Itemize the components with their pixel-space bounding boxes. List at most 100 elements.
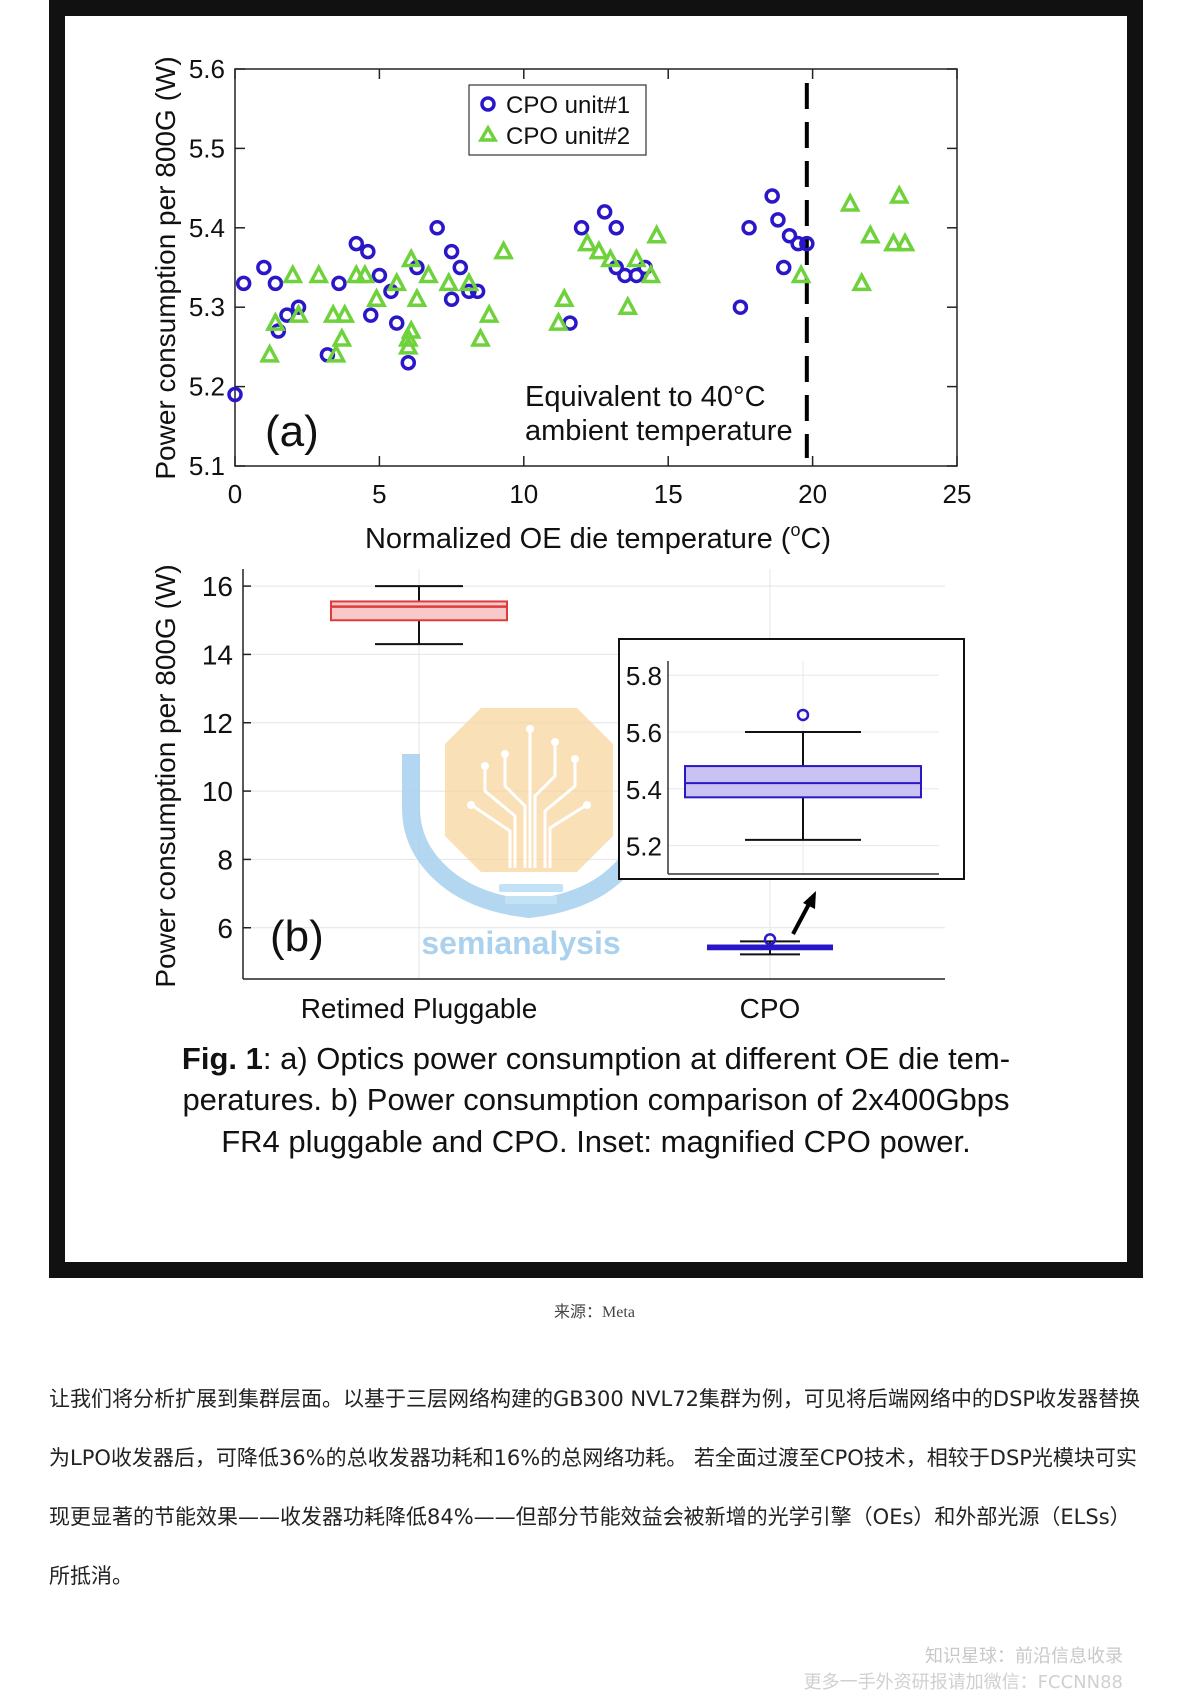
y-tick-label: 5.3 — [189, 292, 225, 322]
y-tick-label: 6 — [217, 913, 233, 944]
scatter-point-unit1 — [608, 220, 624, 236]
category-label: CPO — [740, 993, 801, 1024]
y-tick-label: 5.2 — [189, 372, 225, 402]
scatter-point-unit1 — [348, 235, 365, 252]
scatter-point-unit2 — [418, 263, 439, 284]
article-paragraph: 让我们将分析扩展到集群层面。以基于三层网络构建的GB300 NVL72集群为例，… — [49, 1387, 1141, 1588]
scatter-point-unit2 — [354, 263, 376, 284]
inset-box-iqr — [684, 765, 922, 799]
panel-b-category-labels: Retimed Pluggable CPO — [301, 993, 801, 1024]
box-outlier — [763, 933, 777, 946]
scatter-point-unit1 — [596, 204, 613, 220]
annotation-line-2: ambient temperature — [525, 415, 793, 447]
logo-circuit-tree-icon — [472, 731, 586, 868]
scatter-point-unit2 — [366, 287, 387, 308]
x-tick-label: 25 — [943, 479, 972, 509]
scatter-point-unit2 — [883, 231, 904, 252]
figure-frame: 5.1 5.2 5.3 5.4 5.5 5.6 0 5 10 15 20 25 CPO unit#1… — [49, 0, 1143, 1278]
scatter-point-unit2 — [265, 311, 286, 331]
inset-y-tick-label: 5.2 — [626, 832, 662, 862]
panel-b-label: (b) — [270, 912, 324, 961]
scatter-point-unit2 — [493, 239, 515, 260]
panel-a-y-axis-label: Power consumption per 800G (W) — [150, 56, 181, 479]
scatter-point-unit1 — [443, 243, 460, 260]
legend-triangle-marker — [477, 124, 499, 142]
scatter-point-unit2 — [386, 271, 408, 292]
logo-bulb-band-1 — [499, 884, 563, 892]
panel-a-label: (a) — [265, 407, 319, 456]
y-tick-label: 14 — [202, 639, 233, 670]
scatter-point-unit2 — [406, 287, 428, 308]
scatter-point-unit2 — [548, 311, 569, 331]
scatter-point-unit1 — [775, 259, 792, 276]
inset-plot: 5.2 5.4 5.6 5.8 — [626, 661, 939, 874]
scatter-point-unit1 — [443, 291, 460, 308]
scatter-point-unit1 — [371, 267, 388, 284]
scatter-point-unit1 — [235, 275, 252, 292]
scatter-point-unit2 — [308, 263, 330, 284]
scatter-point-unit2 — [851, 271, 873, 292]
panel-b-boxes — [330, 585, 833, 956]
y-tick-label: 5.5 — [189, 133, 225, 163]
y-tick-label: 12 — [202, 708, 233, 739]
scatter-point-unit2 — [553, 287, 575, 308]
y-tick-label: 5.1 — [189, 451, 225, 481]
panel-a-x-axis-label: Normalized OE die temperature (oC) — [365, 520, 831, 555]
scatter-point-unit2 — [282, 263, 304, 284]
y-tick-label: 8 — [217, 844, 233, 875]
footer-watermark-2: 更多一手外资研报请加微信：FCCNN88 — [803, 1672, 1123, 1693]
scatter-point-unit2 — [839, 192, 861, 212]
scatter-point-unit2 — [322, 303, 344, 323]
scatter-point-unit1 — [400, 355, 417, 371]
x-tick-label: 15 — [654, 479, 683, 509]
panel-b-y-axis-label: Power consumption per 800G (W) — [150, 564, 181, 987]
inset-outlier — [796, 708, 810, 722]
scatter-point-unit1 — [469, 283, 486, 300]
legend-label-unit2: CPO unit#2 — [506, 123, 630, 150]
inset-pointer-arrow-icon — [791, 891, 816, 935]
scatter-point-unit2 — [617, 295, 639, 315]
scatter-point-unit2 — [894, 231, 916, 252]
panel-b-boxplot: 6 8 10 12 14 16 Retimed Pluggable CPO — [150, 564, 965, 1024]
scatter-point-unit1 — [267, 275, 284, 292]
semianalysis-wordmark: semianalysis — [421, 925, 620, 961]
scatter-point-unit2 — [334, 303, 356, 323]
figure-source: 来源：Meta — [554, 1304, 635, 1321]
footer-watermark-1: 知识星球：前沿信息收录 — [925, 1646, 1123, 1667]
panel-b-y-ticks: 6 8 10 12 14 16 — [202, 571, 251, 944]
scatter-point-unit2 — [600, 247, 621, 268]
scatter-point-unit2 — [325, 343, 347, 363]
scatter-point-unit2 — [859, 224, 881, 244]
scatter-point-unit1 — [741, 220, 757, 236]
panel-a-x-ticks: 0 5 10 15 20 25 — [228, 69, 972, 509]
figure-svg: 5.1 5.2 5.3 5.4 5.5 5.6 0 5 10 15 20 25 CPO unit#1… — [150, 54, 1010, 1159]
panel-a-y-ticks: 5.1 5.2 5.3 5.4 5.5 5.6 — [189, 54, 957, 481]
y-tick-label: 10 — [202, 776, 233, 807]
x-tick-label: 5 — [372, 479, 386, 509]
legend-box — [468, 84, 647, 156]
scatter-point-unit1 — [770, 212, 786, 228]
inset-y-tick-label: 5.8 — [626, 661, 662, 691]
category-label: Retimed Pluggable — [301, 993, 538, 1024]
scatter-point-unit1 — [227, 386, 243, 403]
panel-a-scatter: 5.1 5.2 5.3 5.4 5.5 5.6 0 5 10 15 20 25 CPO unit#1… — [150, 54, 971, 555]
scatter-point-unit1 — [360, 243, 376, 260]
logo-bulb-band-2 — [505, 896, 557, 904]
scatter-point-unit1 — [270, 323, 287, 339]
scatter-point-unit1 — [628, 267, 645, 284]
box-iqr — [330, 600, 508, 622]
scatter-point-unit1 — [764, 188, 780, 204]
figure-caption: Fig. 1: a) Optics power consumption at d… — [182, 1041, 1010, 1159]
scatter-point-unit2 — [626, 247, 647, 268]
legend: CPO unit#1 CPO unit#2 — [468, 84, 647, 156]
x-tick-label: 0 — [228, 479, 242, 509]
scatter-point-unit2 — [588, 239, 610, 260]
scatter-point-unit1 — [429, 220, 445, 236]
logo-circuit-nodes — [467, 725, 591, 809]
inset-y-tick-label: 5.6 — [626, 718, 662, 748]
scatter-point-unit1 — [388, 315, 405, 331]
scatter-point-unit2 — [790, 263, 812, 284]
scatter-point-unit1 — [256, 259, 272, 276]
caption-line-3: FR4 pluggable and CPO. Inset: magnified … — [221, 1124, 971, 1159]
x-tick-label: 20 — [798, 479, 827, 509]
